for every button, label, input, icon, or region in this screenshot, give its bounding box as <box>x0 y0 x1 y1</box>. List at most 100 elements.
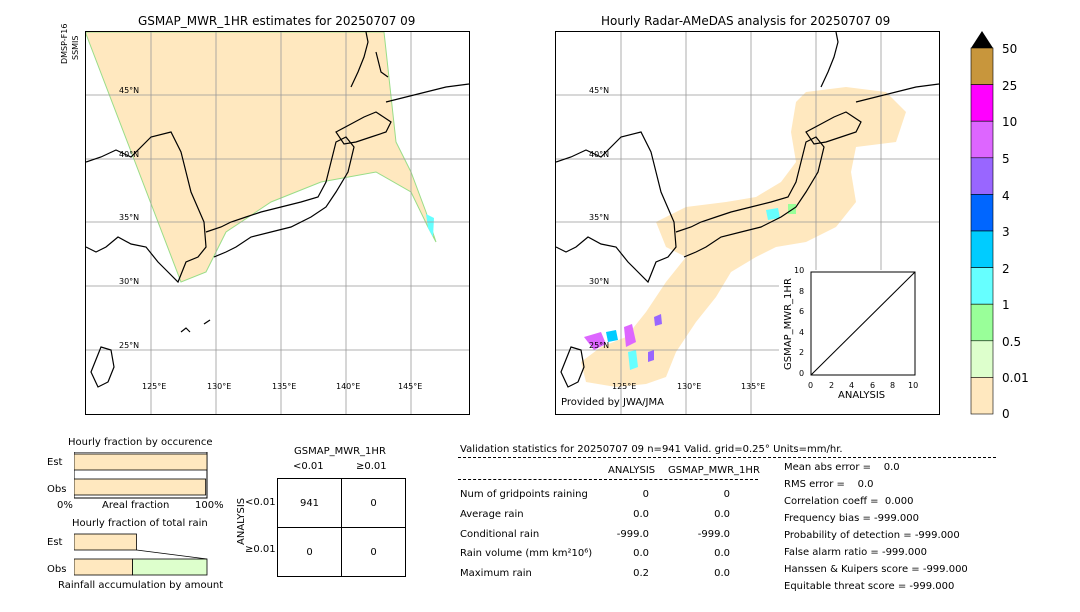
right-lat-30: 30°N <box>589 277 610 286</box>
rain-patches <box>584 204 796 370</box>
contingency-title: GSMAP_MWR_1HR <box>294 446 386 457</box>
occurence-est-label: Est <box>47 457 63 468</box>
scatter-ytick-2: 2 <box>799 348 805 357</box>
totalrain-obs-bar <box>74 558 133 576</box>
left-lat-35: 35°N <box>119 213 140 222</box>
occurence-obs-label: Obs <box>47 484 67 495</box>
scatter-ytick-0: 0 <box>799 369 805 378</box>
right-lat-40: 40°N <box>589 150 610 159</box>
scatter-xtick-2: 2 <box>829 381 835 390</box>
colorbar-block <box>970 340 994 378</box>
scatter-xtick-8: 8 <box>890 381 896 390</box>
contingency-cell-22: 0 <box>341 527 406 577</box>
scatter-xtick-4: 4 <box>849 381 855 390</box>
left-map-panel <box>85 31 470 415</box>
contingency-cell-12: 0 <box>341 478 406 528</box>
colorbar-block <box>970 84 994 122</box>
row-analysis-average: 0.0 <box>633 509 649 520</box>
scatter-diagonal <box>810 271 916 376</box>
left-map-title: GSMAP_MWR_1HR estimates for 20250707 09 <box>138 14 416 28</box>
occurence-x-100: 100% <box>195 500 224 511</box>
left-map-canvas <box>86 32 469 414</box>
colorbar-label-50: 50 <box>1002 42 1018 56</box>
contingency-cell-11: 941 <box>277 478 342 528</box>
left-lon-125: 125°E <box>142 382 167 391</box>
occurence-x-0: 0% <box>57 500 73 511</box>
occurence-xlabel: Areal fraction <box>102 500 170 511</box>
contingency-col-2: ≥0.01 <box>356 461 387 472</box>
right-map-panel <box>555 31 940 415</box>
scatter-ytick-4: 4 <box>799 328 805 337</box>
left-lon-140: 140°E <box>336 382 361 391</box>
contingency-row-1: <0.01 <box>245 497 276 508</box>
row-label-gridpoints: Num of gridpoints raining <box>460 489 588 500</box>
colorbar-block <box>970 377 994 415</box>
row-gsmap-average: 0.0 <box>714 509 730 520</box>
right-lat-25: 25°N <box>589 341 610 350</box>
contingency-cell-21: 0 <box>277 527 342 577</box>
score-hk: Hanssen & Kuipers score = -999.000 <box>784 564 968 575</box>
row-gsmap-volume: 0.0 <box>714 548 730 559</box>
scatter-xlabel: ANALYSIS <box>838 390 886 401</box>
colorbar-block <box>970 230 994 268</box>
totalrain-title: Hourly fraction of total rain <box>72 518 208 529</box>
score-mean-abs-error: Mean abs error = 0.0 <box>784 462 900 473</box>
row-label-conditional: Conditional rain <box>460 529 540 540</box>
validation-col-gsmap: GSMAP_MWR_1HR <box>668 465 760 476</box>
totalrain-xlabel: Rainfall accumulation by amount <box>58 580 224 591</box>
row-analysis-conditional: -999.0 <box>616 529 649 540</box>
row-analysis-volume: 0.0 <box>633 548 649 559</box>
left-lat-30: 30°N <box>119 277 140 286</box>
score-correlation: Correlation coeff = 0.000 <box>784 496 914 507</box>
left-lat-45: 45°N <box>119 86 140 95</box>
colorbar-label-10: 10 <box>1002 115 1018 129</box>
validation-divider <box>458 457 996 458</box>
radar-coastlines <box>556 32 939 388</box>
right-map-canvas <box>556 32 939 414</box>
light-rain-patch <box>426 214 434 237</box>
row-analysis-gridpoints: 0 <box>642 489 649 500</box>
contingency-col-1: <0.01 <box>293 461 324 472</box>
left-lat-25: 25°N <box>119 341 140 350</box>
colorbar-label-4: 4 <box>1002 189 1010 203</box>
row-label-average: Average rain <box>460 509 524 520</box>
row-gsmap-gridpoints: 0 <box>723 489 730 500</box>
colorbar-block <box>970 47 994 85</box>
row-label-volume: Rain volume (mm km²10⁶) <box>460 548 593 559</box>
right-lon-130: 130°E <box>677 382 702 391</box>
scatter-ytick-8: 8 <box>799 287 805 296</box>
colorbar-block <box>970 120 994 159</box>
totalrain-est-label: Est <box>47 537 63 548</box>
right-lat-35: 35°N <box>589 213 610 222</box>
radar-coverage <box>581 87 906 387</box>
colorbar-label-5: 5 <box>1002 152 1010 166</box>
score-frequency-bias: Frequency bias = -999.000 <box>784 513 919 524</box>
colorbar <box>970 31 994 415</box>
contingency-table: 941 0 0 0 <box>277 478 406 577</box>
score-far: False alarm ratio = -999.000 <box>784 547 927 558</box>
colorbar-label-25: 25 <box>1002 79 1018 93</box>
left-lon-135: 135°E <box>272 382 297 391</box>
scatter-inset <box>779 270 939 414</box>
coastlines <box>86 32 469 388</box>
totalrain-est-bar <box>74 533 137 551</box>
row-gsmap-maximum: 0.0 <box>714 568 730 579</box>
occurence-title: Hourly fraction by occurence <box>68 437 213 448</box>
scatter-ytick-6: 6 <box>799 307 805 316</box>
score-pod: Probability of detection = -999.000 <box>784 530 960 541</box>
occurence-obs-bar <box>74 478 207 496</box>
totalrain-chart <box>74 532 208 578</box>
scatter-xtick-10: 10 <box>908 381 919 390</box>
colorbar-block <box>970 157 994 195</box>
colorbar-label-0: 0 <box>1002 407 1010 421</box>
left-lon-145: 145°E <box>398 382 423 391</box>
left-lat-40: 40°N <box>119 150 140 159</box>
totalrain-obs-remainder <box>132 558 208 576</box>
right-lat-45: 45°N <box>589 86 610 95</box>
scatter-ylabel: GSMAP_MWR_1HR <box>783 278 794 370</box>
right-map-title: Hourly Radar-AMeDAS analysis for 2025070… <box>601 14 891 28</box>
right-lon-135: 135°E <box>741 382 766 391</box>
totalrain-connector <box>136 549 208 560</box>
totalrain-obs-label: Obs <box>47 564 67 575</box>
occurence-est-bar <box>74 453 208 471</box>
